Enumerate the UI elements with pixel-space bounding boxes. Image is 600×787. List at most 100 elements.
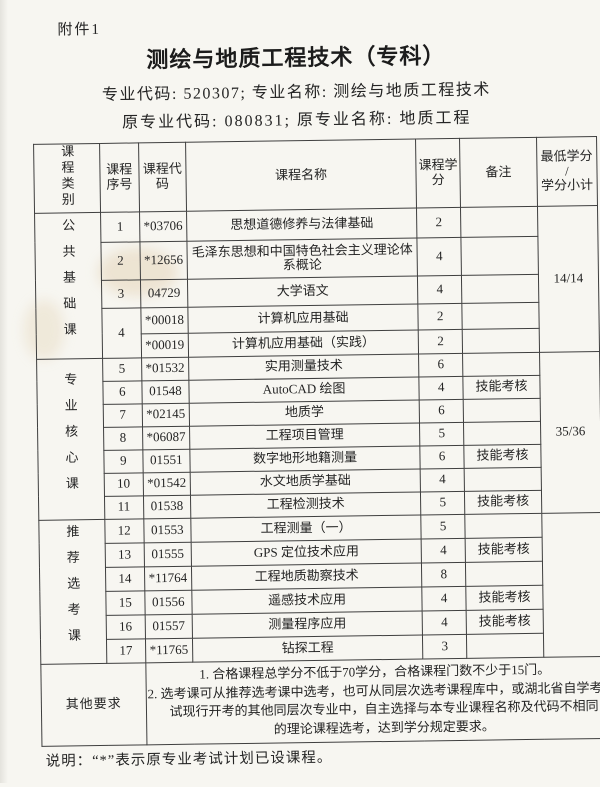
course-code: 01553 [143, 518, 192, 543]
attachment-label: 附件1 [57, 21, 102, 39]
course-seq: 15 [105, 590, 145, 616]
course-remark [462, 302, 539, 330]
course-remark: 技能考核 [463, 375, 540, 400]
course-name: 测量程序应用 [192, 610, 423, 639]
page-title: 测绘与地质工程技术（专科） [146, 43, 446, 73]
course-remark [466, 633, 544, 659]
course-name: 遥感技术应用 [191, 586, 423, 615]
course-code: *11765 [145, 638, 193, 663]
course-seq: 16 [106, 614, 146, 640]
course-code: 01538 [143, 495, 191, 519]
header-course-credit: 课程学分 [415, 138, 461, 208]
course-name: 计算机应用基础 [187, 303, 419, 334]
requirement-item: 2. 选考课可从推荐选考课中选考，也可从同层次选考课程库中，或湖北省自学考试现行… [147, 679, 600, 737]
header-min-credit: 最低学分 / 学分小计 [536, 136, 598, 207]
course-credit: 2 [416, 207, 462, 238]
course-seq: 13 [105, 542, 145, 568]
course-seq: 5 [102, 357, 142, 382]
course-remark: 技能考核 [466, 609, 544, 635]
course-remark [463, 398, 541, 423]
course-credit: 3 [422, 634, 468, 659]
header-remark: 备注 [459, 137, 538, 208]
course-name: 工程检测技术 [190, 491, 421, 519]
course-name: 实用测量技术 [188, 353, 419, 381]
other-requirements-cell: 1. 合格课程总学分不低于70学分，合格课程门数不少于15门。 2. 选考课可从… [145, 656, 600, 745]
course-credit: 4 [420, 468, 465, 492]
course-seq: 7 [103, 403, 143, 428]
header-course-code: 课程代码 [138, 142, 187, 212]
course-remark: 技能考核 [464, 490, 542, 515]
course-credit: 4 [421, 586, 467, 611]
course-name: 水文地质学基础 [190, 468, 421, 496]
course-remark [462, 328, 540, 354]
course-name: 毛泽东思想和中国特色社会主义理论体系概论 [187, 237, 418, 280]
course-credit: 8 [421, 562, 467, 587]
course-code: *01532 [141, 357, 190, 381]
section-label-cell: 推荐选考课 [38, 519, 107, 665]
course-credit: 2 [417, 303, 463, 330]
course-code: *11764 [144, 566, 192, 591]
course-seq: 1 [100, 211, 140, 243]
header-seq-number: 课程序号 [99, 142, 140, 213]
course-code: 01555 [143, 542, 192, 567]
course-code: 01548 [141, 380, 190, 404]
header-course-name: 课程名称 [185, 139, 417, 212]
course-code: 01551 [142, 449, 191, 473]
course-remark [462, 352, 540, 377]
course-name: 思想道德修养与法律基础 [186, 207, 417, 242]
course-credit: 5 [420, 491, 466, 515]
course-credit: 6 [419, 445, 465, 469]
section-label-cell: 专业核心课 [36, 358, 105, 521]
section-subtotal [541, 512, 600, 658]
course-name: 地质学 [189, 399, 420, 427]
course-credit: 5 [419, 422, 465, 446]
course-credit: 5 [420, 514, 466, 539]
course-remark [464, 467, 542, 492]
course-remark [463, 421, 541, 446]
header-course-category-label: 课程类别 [59, 144, 75, 209]
table-header-row: 课程类别 课程序号 课程代码 课程名称 课程学分 备注 最低学分 / 学分小计 [33, 136, 598, 214]
course-seq: 12 [104, 518, 144, 544]
course-name: 工程项目管理 [189, 422, 420, 450]
scan-edge-shade [0, 0, 8, 783]
course-code: 01557 [144, 614, 193, 639]
footnote: 说明：“*”表示原专业考试计划已设课程。 [45, 749, 333, 770]
course-name: GPS 定位技术应用 [191, 538, 422, 567]
course-name: 工程地质勘察技术 [191, 562, 422, 591]
course-seq: 8 [103, 426, 143, 451]
major-code-line: 专业代码: 520307; 专业名称: 测绘与地质工程技术 [101, 81, 491, 104]
course-code: *01542 [142, 472, 191, 496]
course-code: *00019 [140, 333, 189, 358]
course-seq: 11 [104, 495, 144, 520]
old-major-code-line: 原专业代码: 080831; 原专业名称: 地质工程 [121, 109, 472, 132]
course-name: AutoCAD 绘图 [189, 376, 420, 404]
course-code: *12656 [139, 241, 188, 280]
section-subtotal: 35/36 [539, 351, 600, 514]
course-remark [461, 274, 539, 304]
course-credit: 6 [418, 353, 464, 377]
section-subtotal: 14/14 [537, 205, 600, 353]
section-label: 专业核心课 [62, 372, 80, 503]
course-seq: 9 [103, 449, 143, 474]
header-course-category: 课程类别 [33, 143, 101, 214]
course-seq: 3 [101, 279, 141, 309]
course-remark [465, 513, 542, 539]
course-credit: 4 [421, 538, 466, 563]
course-remark [461, 236, 539, 276]
course-code: 01556 [144, 590, 193, 615]
course-plan-table: 课程类别 课程序号 课程代码 课程名称 课程学分 备注 最低学分 / 学分小计 … [33, 136, 600, 747]
course-code: *02145 [141, 403, 190, 427]
course-name: 数字地形地籍测量 [189, 445, 421, 473]
course-remark: 技能考核 [466, 585, 543, 611]
course-seq: 14 [105, 566, 145, 592]
course-credit: 4 [416, 237, 462, 276]
course-seq: 10 [104, 472, 144, 497]
course-name: 大学语文 [187, 275, 418, 308]
course-name: 工程测量（一） [190, 514, 422, 543]
course-remark: 技能考核 [464, 444, 541, 469]
other-requirements-label: 其他要求 [40, 662, 147, 747]
section-label: 公共基础课 [60, 218, 77, 349]
course-name: 钻探工程 [192, 634, 423, 663]
course-credit: 4 [418, 376, 464, 400]
